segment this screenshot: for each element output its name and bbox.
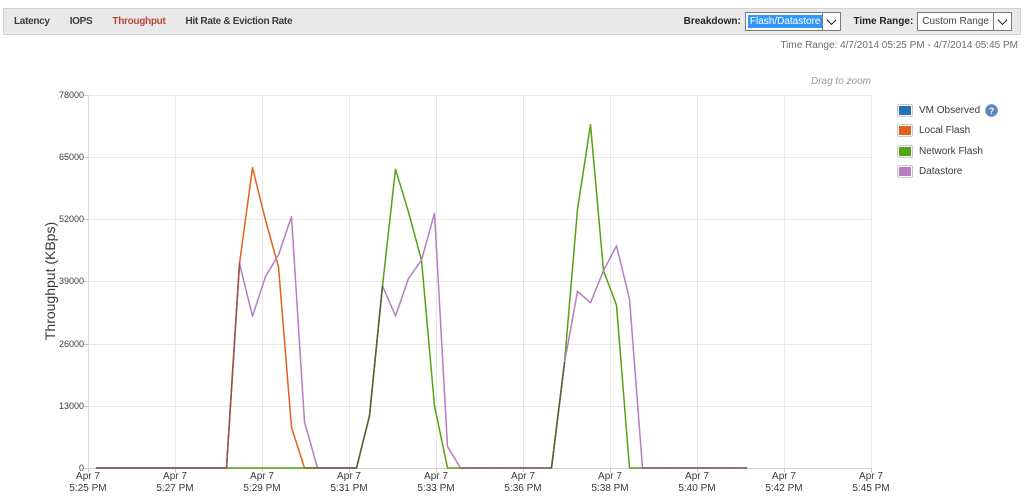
- legend-item-network-flash: Network Flash: [897, 144, 998, 158]
- series-line-network-flash: [95, 123, 748, 469]
- series-line-local-flash: [95, 167, 358, 469]
- legend-swatch: [897, 124, 913, 138]
- legend-swatch: [897, 144, 913, 158]
- tab-throughput[interactable]: Throughput: [112, 16, 166, 27]
- legend-swatch: [897, 165, 913, 179]
- breakdown-select[interactable]: Flash/Datastore: [744, 12, 842, 31]
- time-range-label: Time Range:: [853, 16, 914, 27]
- tab-iops[interactable]: IOPS: [69, 16, 93, 27]
- legend-label: Local Flash: [919, 125, 971, 137]
- series-overlap-segment: [368, 285, 384, 417]
- metric-tabs: Latency IOPS Throughput Hit Rate & Eviction…: [4, 16, 312, 27]
- legend-item-local-flash: Local Flash: [897, 124, 998, 138]
- y-tick-label: 39000: [58, 276, 84, 287]
- x-tick-label: Apr 7 5:40 PM: [678, 471, 716, 494]
- y-tick-label: 13000: [58, 400, 84, 411]
- legend-swatch: [897, 104, 913, 117]
- series-line-datastore: [95, 212, 748, 469]
- legend-label: Datastore: [919, 166, 963, 178]
- drag-to-zoom-hint: Drag to zoom: [810, 76, 871, 87]
- y-tick-label: 0: [78, 463, 84, 473]
- chart-toolbar: Latency IOPS Throughput Hit Rate & Eviction…: [3, 8, 1021, 35]
- y-tick-label: 65000: [58, 151, 84, 162]
- x-tick-label: Apr 7 5:29 PM: [243, 471, 281, 494]
- y-tick-label: 78000: [58, 89, 84, 100]
- x-tick-label: Apr 7 5:25 PM: [69, 471, 107, 494]
- series-overlap-segment: [550, 361, 566, 469]
- y-tick-label: 26000: [58, 338, 84, 349]
- x-tick-label: Apr 7 5:36 PM: [504, 471, 542, 494]
- x-tick-label: Apr 7 5:45 PM: [852, 471, 890, 494]
- x-tick-label: Apr 7 5:38 PM: [591, 471, 629, 494]
- x-tick-label: Apr 7 5:42 PM: [765, 471, 803, 494]
- tab-hit-rate-eviction-rate[interactable]: Hit Rate & Eviction Rate: [185, 16, 293, 27]
- legend-item-vm-observed: VM Observed?: [897, 104, 999, 117]
- legend-label: VM Observed: [919, 105, 981, 116]
- series-overlap-segment: [355, 415, 371, 469]
- x-tick-label: Apr 7 5:27 PM: [156, 471, 194, 494]
- chevron-down-icon[interactable]: [822, 13, 841, 30]
- breakdown-select-value: Flash/Datastore: [747, 15, 823, 28]
- chevron-down-icon[interactable]: [993, 13, 1011, 30]
- toolbar-controls: Breakdown: Flash/Datastore Time Range: C…: [684, 12, 1020, 31]
- time-range-summary: Time Range: 4/7/2014 05:25 PM - 4/7/2014…: [780, 40, 1018, 51]
- help-icon[interactable]: ?: [985, 104, 999, 117]
- x-tick-label: Apr 7 5:31 PM: [330, 471, 368, 494]
- breakdown-label: Breakdown:: [683, 16, 741, 27]
- chart-legend: VM Observed? Local Flash Network Flash Data…: [897, 104, 999, 186]
- time-range-select-value: Custom Range: [922, 16, 989, 27]
- time-range-select[interactable]: Custom Range: [917, 12, 1012, 31]
- legend-label: Network Flash: [919, 145, 983, 157]
- x-tick-label: Apr 7 5:33 PM: [417, 471, 455, 494]
- legend-item-datastore: Datastore: [897, 165, 998, 179]
- series-overlap-segment: [225, 262, 241, 469]
- y-tick-label: 52000: [58, 214, 84, 224]
- tab-latency[interactable]: Latency: [14, 16, 50, 27]
